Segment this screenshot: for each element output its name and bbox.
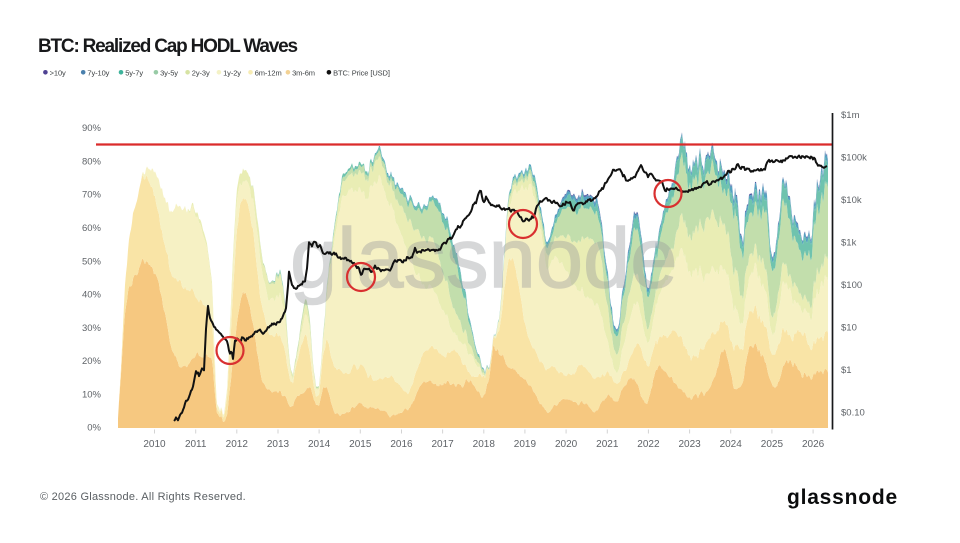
svg-text:1y-2y: 1y-2y (223, 68, 241, 77)
svg-text:2019: 2019 (514, 439, 537, 450)
svg-text:2y-3y: 2y-3y (192, 68, 210, 77)
svg-text:2017: 2017 (431, 439, 454, 450)
svg-text:2013: 2013 (267, 439, 290, 450)
svg-text:2014: 2014 (308, 439, 331, 450)
svg-text:60%: 60% (82, 223, 102, 234)
svg-text:$1m: $1m (841, 110, 860, 121)
svg-text:2025: 2025 (761, 439, 784, 450)
svg-text:2015: 2015 (349, 439, 372, 450)
svg-text:2026: 2026 (802, 439, 825, 450)
svg-text:3y-5y: 3y-5y (160, 68, 178, 77)
svg-text:0%: 0% (87, 423, 101, 434)
svg-text:40%: 40% (82, 290, 102, 301)
svg-text:$0.10: $0.10 (841, 408, 865, 419)
svg-text:90%: 90% (82, 123, 102, 134)
svg-text:6m-12m: 6m-12m (255, 68, 282, 77)
svg-text:© 2026 Glassnode. All Rights R: © 2026 Glassnode. All Rights Reserved. (40, 491, 246, 503)
svg-text:30%: 30% (82, 323, 102, 334)
svg-text:BTC: Price [USD]: BTC: Price [USD] (333, 68, 390, 77)
svg-text:$1: $1 (841, 365, 852, 376)
svg-text:2010: 2010 (143, 439, 166, 450)
svg-text:70%: 70% (82, 190, 102, 201)
svg-text:>10y: >10y (50, 68, 66, 77)
svg-text:80%: 80% (82, 156, 102, 167)
svg-text:10%: 10% (82, 389, 102, 400)
svg-text:glassnode: glassnode (787, 486, 898, 509)
svg-text:glassnode: glassnode (290, 211, 677, 305)
svg-text:5y-7y: 5y-7y (125, 68, 143, 77)
svg-text:$100: $100 (841, 280, 862, 291)
svg-text:$100k: $100k (841, 153, 867, 164)
svg-text:BTC: Realized Cap HODL Waves: BTC: Realized Cap HODL Waves (38, 36, 297, 57)
svg-text:7y-10y: 7y-10y (87, 68, 109, 77)
svg-text:2020: 2020 (555, 439, 578, 450)
svg-text:2022: 2022 (637, 439, 660, 450)
svg-text:20%: 20% (82, 356, 102, 367)
svg-text:3m-6m: 3m-6m (292, 68, 315, 77)
svg-text:50%: 50% (82, 256, 102, 267)
svg-text:$10: $10 (841, 323, 857, 334)
svg-text:2011: 2011 (185, 439, 207, 450)
svg-text:2012: 2012 (226, 439, 249, 450)
svg-text:2024: 2024 (720, 439, 743, 450)
svg-text:2021: 2021 (596, 439, 619, 450)
svg-text:2016: 2016 (390, 439, 413, 450)
svg-text:2023: 2023 (678, 439, 701, 450)
svg-text:$1k: $1k (841, 238, 857, 249)
svg-text:$10k: $10k (841, 195, 862, 206)
svg-text:2018: 2018 (473, 439, 496, 450)
